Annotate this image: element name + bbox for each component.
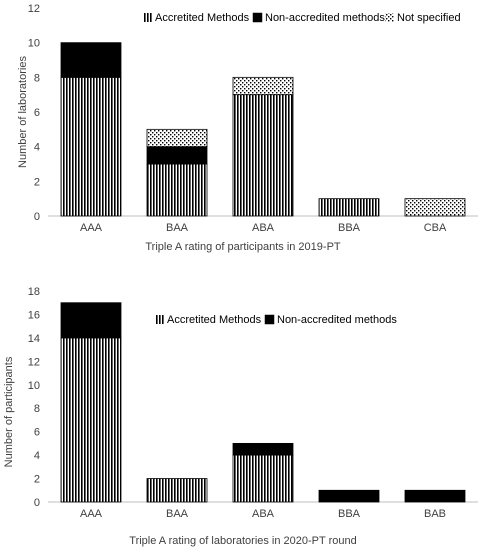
x-tick-label: BAA	[166, 222, 189, 234]
bar-segment	[146, 478, 208, 503]
bar-segment	[146, 128, 208, 148]
legend-label: Accretited Methods	[167, 314, 262, 326]
bar-segment	[60, 337, 122, 503]
bar-segment	[60, 302, 122, 339]
bar-segment	[232, 94, 294, 217]
bar-segment	[404, 489, 466, 503]
bar-segment	[318, 489, 380, 503]
y-tick-label: 0	[34, 497, 40, 509]
y-tick-label: 14	[28, 333, 40, 345]
bar-segment	[60, 42, 122, 78]
y-axis-title: Number of participants	[3, 356, 15, 467]
x-tick-label: ABA	[252, 508, 275, 520]
legend-swatch	[264, 314, 275, 325]
y-tick-label: 18	[28, 286, 40, 298]
legend-swatch	[143, 13, 152, 22]
y-axis-title: Number of laboratories	[17, 56, 29, 168]
x-tick-label: BAB	[424, 508, 446, 520]
y-tick-label: 8	[34, 403, 40, 415]
y-tick-label: 10	[28, 38, 40, 50]
bar-segment	[318, 198, 380, 217]
x-tick-label: BAA	[166, 508, 189, 520]
y-tick-label: 16	[28, 309, 40, 321]
y-tick-label: 10	[28, 380, 40, 392]
x-tick-label: CBA	[424, 222, 447, 234]
chart-1: 0 2 4 6 8 10 12 AAA BAA ABA BBA CBA Triple A rating …	[17, 3, 478, 253]
bar-segment	[232, 442, 294, 456]
bar-segment	[404, 198, 466, 217]
y-tick-label: 4	[34, 450, 40, 462]
x-tick-label: AAA	[80, 222, 103, 234]
legend: Accretited Methods Non-accredited methods	[155, 314, 397, 326]
legend-swatch	[155, 315, 164, 324]
bar-segment	[232, 454, 294, 503]
legend-label: Accretited Methods	[155, 12, 250, 24]
y-tick-label: 2	[34, 474, 40, 486]
legend-swatch	[385, 13, 394, 22]
y-tick-label: 0	[34, 211, 40, 223]
y-tick-label: 6	[34, 107, 40, 119]
y-tick-label: 8	[34, 72, 40, 84]
x-tick-label: ABA	[252, 222, 275, 234]
x-tick-label: AAA	[80, 508, 103, 520]
y-tick-label: 12	[28, 356, 40, 368]
y-tick-label: 2	[34, 176, 40, 188]
bar-segment	[232, 76, 294, 96]
y-tick-label: 4	[34, 142, 40, 154]
chart-2: 0 2 4 6 8 10 12 14 16 18 AAA BAA ABA BBA BAB Triple A r…	[3, 286, 478, 547]
x-axis-title: Triple A rating of laboratories in 2020-…	[129, 535, 356, 547]
x-tick-label: BBA	[338, 508, 361, 520]
y-tick-label: 12	[28, 3, 40, 15]
y-tick-label: 6	[34, 427, 40, 439]
legend: Accretited Methods Non-accredited methods…	[143, 12, 461, 24]
x-tick-label: BBA	[338, 222, 361, 234]
legend-label: Non-accredited methods	[277, 314, 397, 326]
x-axis-title: Triple A rating of participants in 2019-…	[145, 241, 341, 253]
legend-swatch	[252, 12, 263, 23]
legend-label: Non-accredited methods	[265, 12, 385, 24]
bar-segment	[146, 146, 208, 165]
bar-segment	[146, 163, 208, 217]
legend-label: Not specified	[397, 12, 461, 24]
bar-segment	[60, 76, 122, 217]
